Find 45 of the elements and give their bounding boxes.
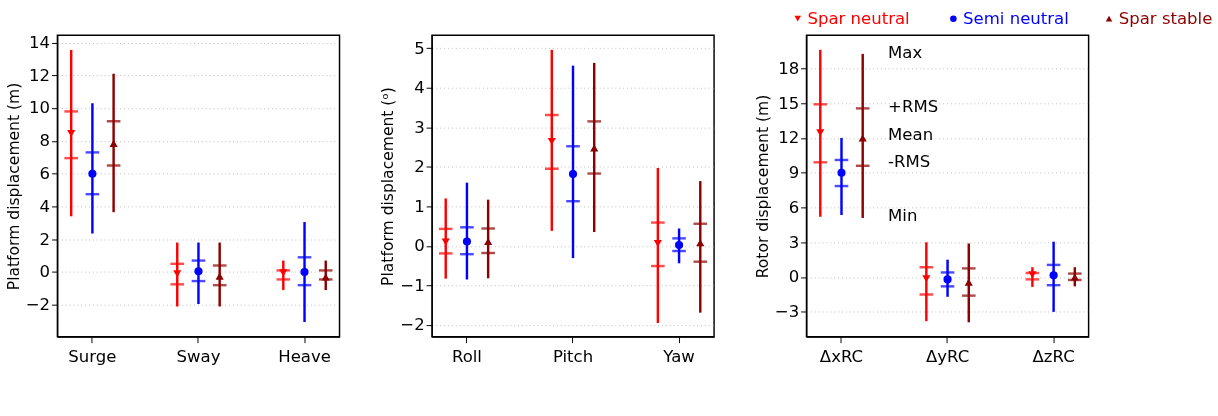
x-tick-label: Roll xyxy=(451,346,482,366)
y-tick-label: 0 xyxy=(788,267,800,287)
x-tick-label: ΔyRC xyxy=(925,346,970,366)
y-tick-label: 0 xyxy=(39,262,51,282)
y-tick-label: 2 xyxy=(39,229,51,249)
x-tick-label: Heave xyxy=(278,346,331,366)
annotation: Mean xyxy=(888,124,934,144)
y-tick-label: 4 xyxy=(39,196,51,216)
y-tick-label: −2 xyxy=(400,315,425,335)
y-tick-label: 15 xyxy=(778,93,800,113)
annotation: -RMS xyxy=(888,151,931,171)
x-tick-label: ΔxRC xyxy=(819,346,864,366)
y-tick-label: 12 xyxy=(778,128,800,148)
x-tick-label: Surge xyxy=(68,346,117,366)
y-tick-label: 14 xyxy=(29,32,51,52)
y-axis-title: Platform displacement (m) xyxy=(4,82,23,291)
y-tick-label: 18 xyxy=(778,58,800,78)
y-tick-label: −3 xyxy=(774,302,800,322)
y-tick-label: 6 xyxy=(788,197,800,217)
y-tick-label: −1 xyxy=(400,275,425,295)
y-tick-label: 2 xyxy=(414,157,425,177)
y-tick-label: 6 xyxy=(39,164,51,184)
annotation: Min xyxy=(888,206,918,226)
annotation: Max xyxy=(888,43,923,63)
y-axis-title: Rotor displacement (m) xyxy=(754,94,772,279)
y-tick-label: 3 xyxy=(788,232,800,252)
y-axis-title: Platform displacement (ᵒ) xyxy=(379,87,398,286)
legend-label: Spar neutral xyxy=(807,8,910,28)
annotation: +RMS xyxy=(888,97,939,117)
y-tick-label: 10 xyxy=(29,98,51,118)
legend-label: Spar stable xyxy=(1118,8,1213,28)
y-tick-label: 9 xyxy=(788,163,800,183)
y-tick-label: 4 xyxy=(414,78,425,98)
y-tick-label: −2 xyxy=(25,295,51,315)
y-tick-label: 0 xyxy=(414,236,425,256)
y-tick-label: 1 xyxy=(414,196,425,216)
legend-label: Semi neutral xyxy=(963,8,1069,28)
x-tick-label: ΔzRC xyxy=(1032,346,1075,366)
x-tick-label: Yaw xyxy=(662,346,695,366)
y-tick-label: 5 xyxy=(414,38,425,58)
y-tick-label: 8 xyxy=(39,131,51,151)
y-tick-label: 12 xyxy=(29,65,51,85)
x-tick-label: Pitch xyxy=(552,346,594,366)
y-tick-label: 3 xyxy=(414,117,425,137)
x-tick-label: Sway xyxy=(176,346,221,366)
